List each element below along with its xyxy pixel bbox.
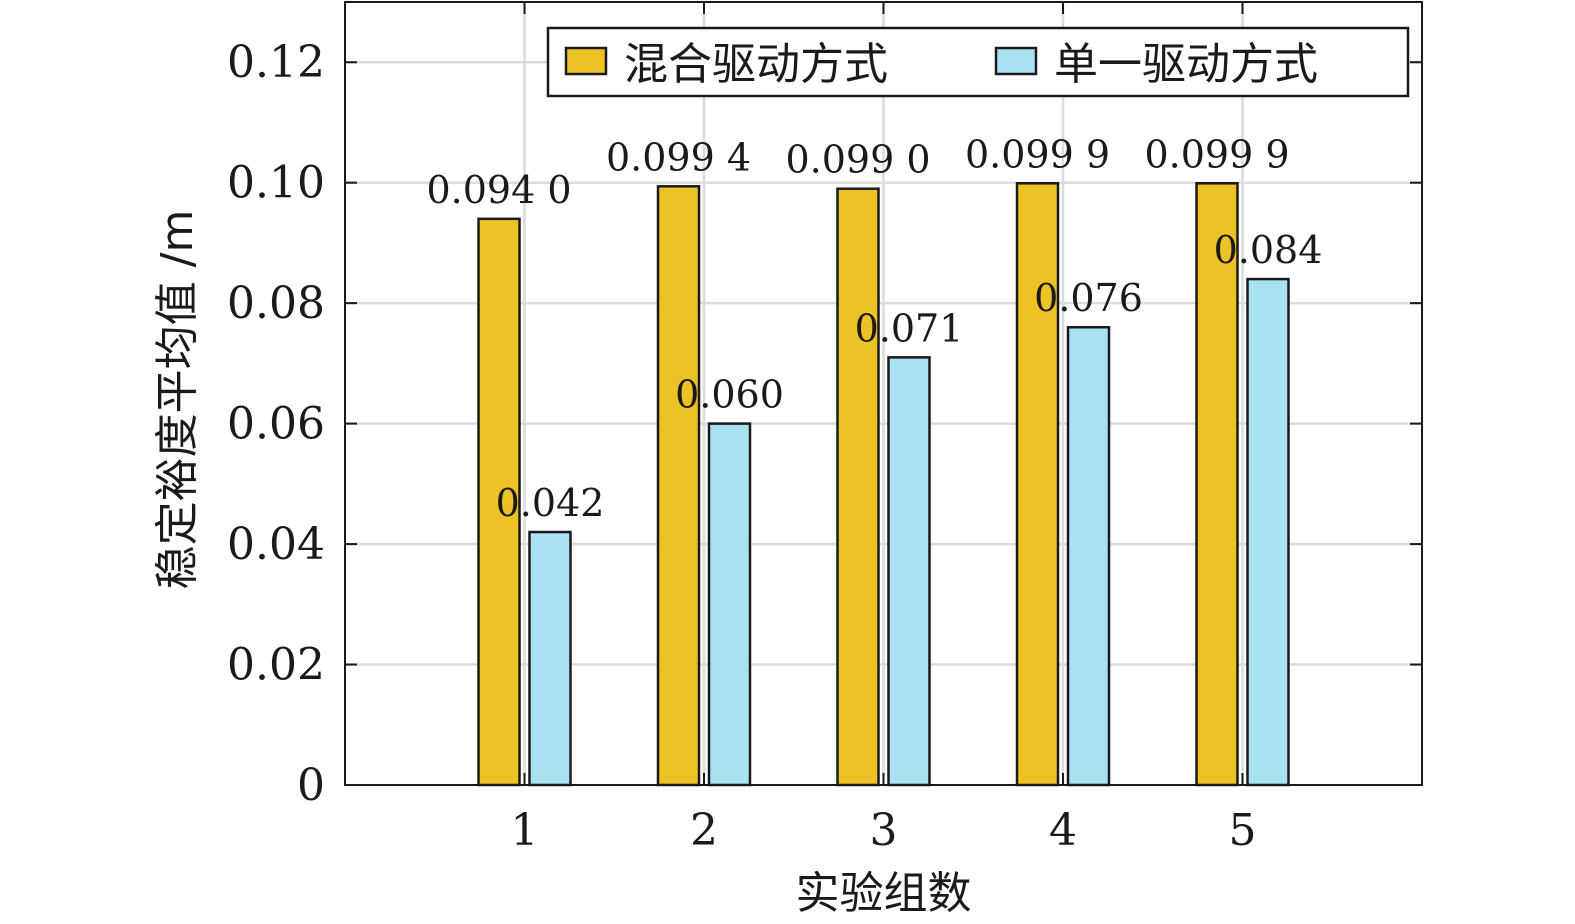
data-label-single-2: 0.060 bbox=[675, 373, 784, 417]
bar-single-5 bbox=[1246, 277, 1290, 787]
x-axis-title: 实验组数 bbox=[796, 868, 972, 919]
axis-ticks: 0 0.02 0.04 0.06 0.08 0.10 0.12 1 2 3 4 5 bbox=[227, 2, 1422, 856]
x-tick-label: 5 bbox=[1229, 805, 1257, 856]
bar-single-3 bbox=[887, 356, 931, 787]
bar-single-1 bbox=[528, 530, 572, 787]
bar-hybrid-3 bbox=[836, 187, 880, 787]
y-axis-title: 稳定裕度平均值 /m bbox=[152, 210, 203, 590]
data-label-single-1: 0.042 bbox=[496, 481, 605, 525]
y-tick-label: 0.12 bbox=[227, 37, 325, 88]
data-label-single-4: 0.076 bbox=[1034, 276, 1143, 320]
data-label-single-3: 0.071 bbox=[855, 306, 964, 350]
legend-swatch-single bbox=[994, 46, 1038, 76]
bar-hybrid-2 bbox=[656, 185, 701, 787]
data-label-hybrid-4: 0.099 9 bbox=[965, 132, 1110, 176]
y-tick-label: 0 bbox=[297, 760, 325, 811]
data-label-hybrid-3: 0.099 0 bbox=[785, 138, 930, 182]
y-tick-label: 0.10 bbox=[227, 158, 325, 209]
x-tick-label: 1 bbox=[511, 805, 539, 856]
data-label-single-5: 0.084 bbox=[1214, 228, 1323, 272]
y-tick-label: 0.04 bbox=[227, 519, 325, 570]
bar-hybrid-1 bbox=[477, 217, 521, 787]
y-tick-label: 0.06 bbox=[227, 399, 325, 450]
y-tick-label: 0.02 bbox=[227, 640, 325, 691]
bars bbox=[477, 182, 1290, 787]
legend-box bbox=[546, 26, 1410, 98]
data-labels: 0.094 0 0.099 4 0.099 0 0.099 9 0.099 9 0.042… bbox=[426, 132, 1322, 525]
data-label-hybrid-5: 0.099 9 bbox=[1144, 132, 1289, 176]
legend-label-hybrid: 混合驱动方式 bbox=[624, 39, 888, 90]
x-tick-label: 3 bbox=[870, 805, 898, 856]
legend-label-single: 单一驱动方式 bbox=[1054, 39, 1318, 90]
y-tick-label: 0.08 bbox=[227, 278, 325, 329]
bar-single-2 bbox=[707, 422, 752, 787]
x-tick-label: 4 bbox=[1049, 805, 1077, 856]
bar-hybrid-4 bbox=[1015, 182, 1060, 787]
x-tick-label: 2 bbox=[690, 805, 718, 856]
data-label-hybrid-2: 0.099 4 bbox=[606, 135, 751, 179]
legend-swatch-hybrid bbox=[564, 46, 608, 76]
bar-hybrid-5 bbox=[1195, 182, 1239, 787]
bar-single-4 bbox=[1066, 325, 1111, 787]
data-label-hybrid-1: 0.094 0 bbox=[426, 168, 571, 212]
legend: 混合驱动方式 单一驱动方式 bbox=[546, 26, 1410, 98]
